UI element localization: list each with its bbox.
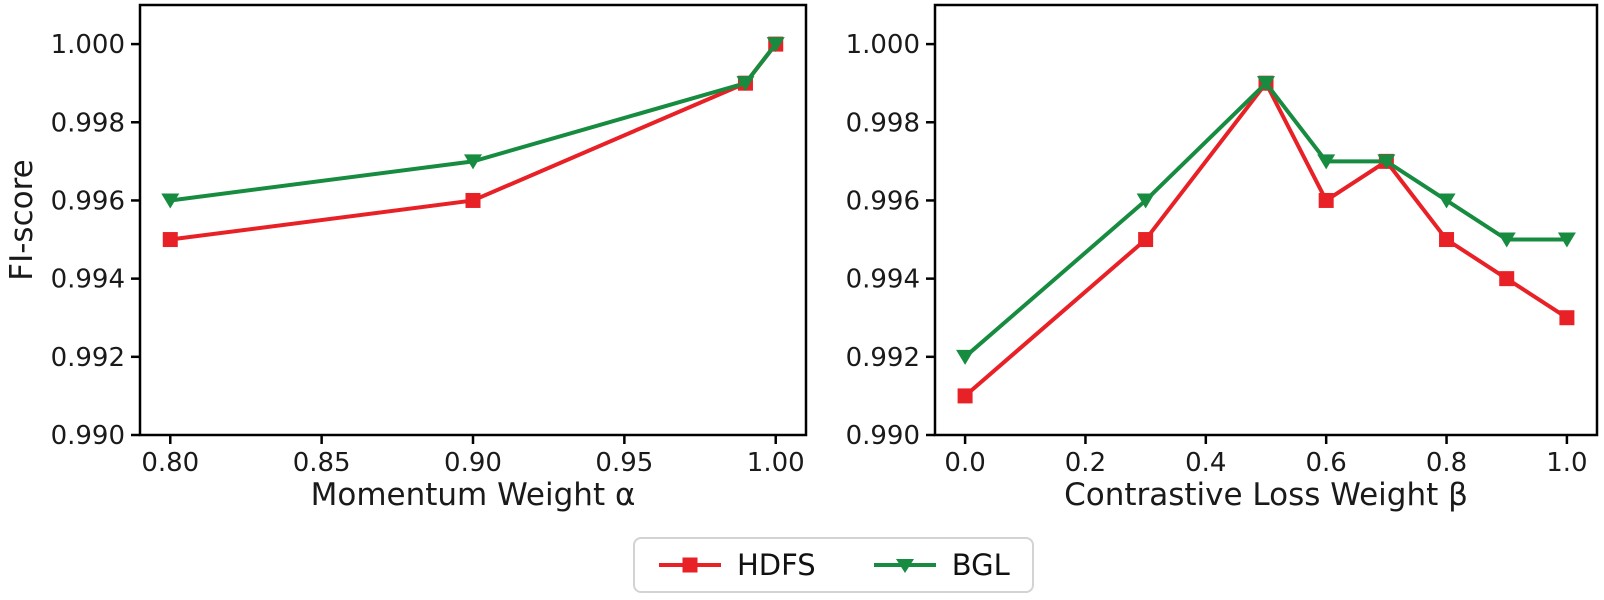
y-tick-label: 0.992 xyxy=(51,343,125,373)
y-tick-label: 0.992 xyxy=(846,343,920,373)
series-bgl-marker xyxy=(161,193,180,209)
series-bgl-marker xyxy=(956,349,975,365)
legend-triangle-marker-icon xyxy=(895,559,914,573)
y-tick-label: 0.998 xyxy=(846,108,920,138)
series-hdfs-marker xyxy=(1439,232,1455,248)
y-tick-label: 0.994 xyxy=(846,265,920,295)
x-tick-label: 0.6 xyxy=(1306,448,1347,478)
series-bgl-marker xyxy=(1136,193,1155,209)
legend-label-hdfs: HDFS xyxy=(737,547,816,582)
x-tick-label: 0.2 xyxy=(1065,448,1106,478)
series-hdfs-marker xyxy=(1499,271,1515,287)
series-bgl-marker xyxy=(1377,154,1396,170)
series-hdfs-marker xyxy=(957,388,973,404)
legend: HDFS BGL xyxy=(633,537,1034,593)
series-bgl-marker xyxy=(464,154,482,170)
series-hdfs-marker xyxy=(465,192,481,208)
series-hdfs-line xyxy=(170,42,778,242)
x-tick-label: 1.0 xyxy=(1546,448,1587,478)
series-bgl-marker xyxy=(1317,154,1336,170)
series-hdfs-marker xyxy=(1559,310,1575,326)
series-bgl-line xyxy=(170,42,778,203)
series-bgl-marker xyxy=(1557,232,1576,248)
series-bgl-marker xyxy=(736,76,755,92)
y-tick-label: 0.996 xyxy=(51,186,125,216)
x-tick-label: 0.95 xyxy=(595,448,653,478)
y-tick-label: 0.996 xyxy=(846,186,920,216)
series-hdfs-marker xyxy=(1138,232,1154,248)
x-tick-label: 0.90 xyxy=(444,448,502,478)
left-panel-chart: 0.80 0.85 0.90 0.95 1.00 0.990 0.992 0.994 0.996… xyxy=(4,3,808,513)
legend-item-hdfs: HDFS xyxy=(657,547,816,582)
series-hdfs-marker xyxy=(162,232,178,248)
y-tick-label: 0.990 xyxy=(846,421,920,451)
series-bgl-marker xyxy=(1257,76,1275,92)
legend-swatch-hdfs xyxy=(659,557,721,573)
y-tick-label: 0.994 xyxy=(51,265,125,295)
x-tick-label: 0.8 xyxy=(1426,448,1467,478)
y-axis-label: FI-score xyxy=(4,159,40,280)
x-axis-label: Contrastive Loss Weight β xyxy=(1064,477,1468,513)
legend-square-marker-icon xyxy=(682,557,698,573)
legend-item-bgl: BGL xyxy=(872,547,1010,582)
series-bgl-marker xyxy=(1497,232,1516,248)
x-tick-label: 1.00 xyxy=(747,448,805,478)
legend-swatch-bgl xyxy=(873,559,936,573)
series-hdfs-marker xyxy=(1318,192,1334,208)
y-tick-label: 1.000 xyxy=(51,30,125,60)
series-bgl-marker xyxy=(1437,193,1456,209)
x-tick-label: 0.85 xyxy=(293,448,351,478)
y-tick-label: 1.000 xyxy=(846,30,920,60)
series-bgl-marker xyxy=(766,37,785,53)
y-tick-label: 0.998 xyxy=(51,108,125,138)
y-tick-label: 0.990 xyxy=(51,421,125,451)
x-tick-label: 0.4 xyxy=(1185,448,1226,478)
x-tick-label: 0.0 xyxy=(944,448,985,478)
legend-label-bgl: BGL xyxy=(951,547,1010,582)
plot-border xyxy=(138,3,808,437)
series-bgl-line xyxy=(963,80,1567,359)
series-hdfs-line xyxy=(963,79,1568,398)
plot-border xyxy=(933,3,1599,437)
right-panel-chart: 0.0 0.2 0.4 0.6 0.8 1.0 0.990 0.992 0.994 0.996 0.… xyxy=(846,3,1599,513)
x-tick-label: 0.80 xyxy=(141,448,199,478)
x-axis-label: Momentum Weight α xyxy=(311,477,636,513)
